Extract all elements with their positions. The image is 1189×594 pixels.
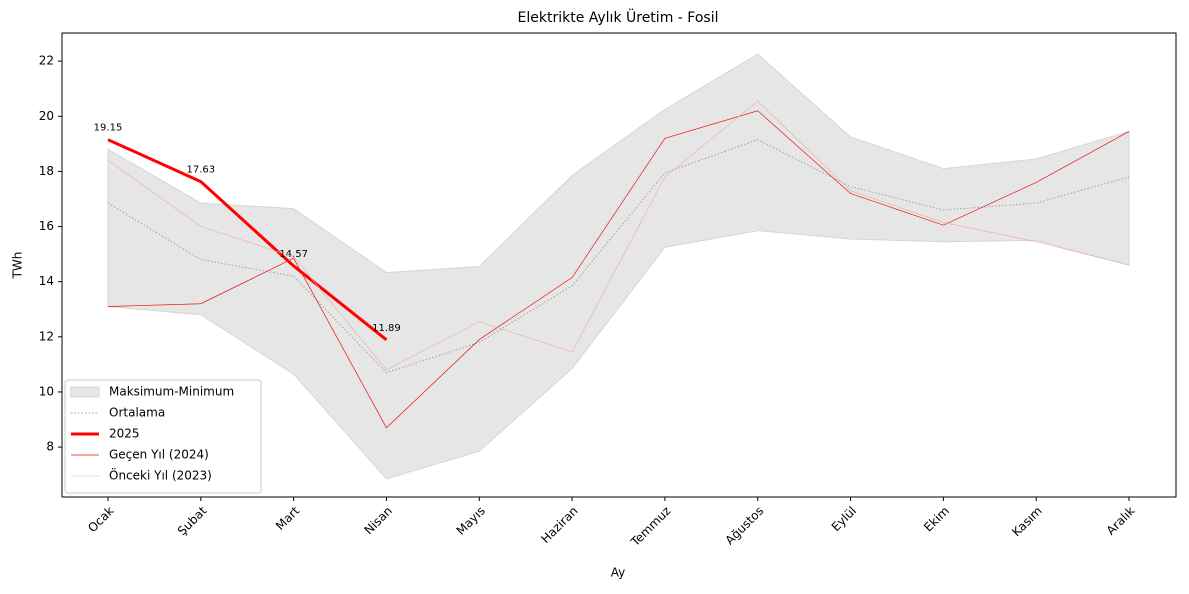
series-line: [107, 100, 1130, 371]
x-tick-label: Mayıs: [454, 504, 488, 538]
y-tick-label: 18: [39, 164, 54, 178]
x-tick-label: Ekim: [921, 504, 952, 535]
x-tick-label: Nisan: [361, 504, 395, 538]
data-label: 14.57: [279, 249, 308, 260]
legend-label: Geçen Yıl (2024): [109, 448, 209, 462]
legend-swatch: [70, 386, 100, 398]
legend-label: 2025: [109, 427, 140, 441]
y-tick-label: 20: [39, 109, 54, 123]
legend-label: Önceki Yıl (2023): [109, 467, 212, 483]
legend-box: [64, 379, 262, 494]
x-tick-label: Ocak: [85, 504, 116, 535]
x-axis-label: Ay: [611, 566, 626, 580]
legend-label: Ortalama: [109, 406, 165, 420]
y-tick-label: 16: [39, 219, 54, 233]
x-tick-label: Temmuz: [628, 504, 674, 550]
y-tick-label: 12: [39, 329, 54, 343]
chart-title: Elektrikte Aylık Üretim - Fosil: [518, 8, 719, 26]
y-axis-label: TWh: [11, 252, 25, 280]
x-tick-label: Haziran: [538, 504, 580, 546]
y-tick-label: 8: [46, 440, 54, 454]
x-tick-label: Şubat: [175, 503, 210, 538]
y-tick-label: 10: [39, 384, 54, 398]
data-label: 17.63: [186, 165, 215, 176]
y-tick-label: 22: [39, 54, 54, 68]
band-area: [107, 53, 1130, 480]
data-label: 19.15: [94, 123, 123, 134]
series-line: [107, 110, 1130, 429]
x-tick-label: Ağustos: [722, 504, 766, 548]
x-tick-label: Kasım: [1009, 504, 1045, 540]
series-line: [107, 138, 388, 342]
plot-frame: [61, 32, 1177, 498]
x-tick-label: Aralık: [1104, 504, 1138, 538]
x-tick-label: Mart: [273, 503, 302, 532]
data-label: 11.89: [372, 323, 401, 334]
y-tick-label: 14: [39, 274, 54, 288]
x-tick-label: Eylül: [829, 504, 859, 534]
series-line: [107, 139, 1130, 374]
legend-label: Maksimum-Minimum: [109, 385, 234, 399]
